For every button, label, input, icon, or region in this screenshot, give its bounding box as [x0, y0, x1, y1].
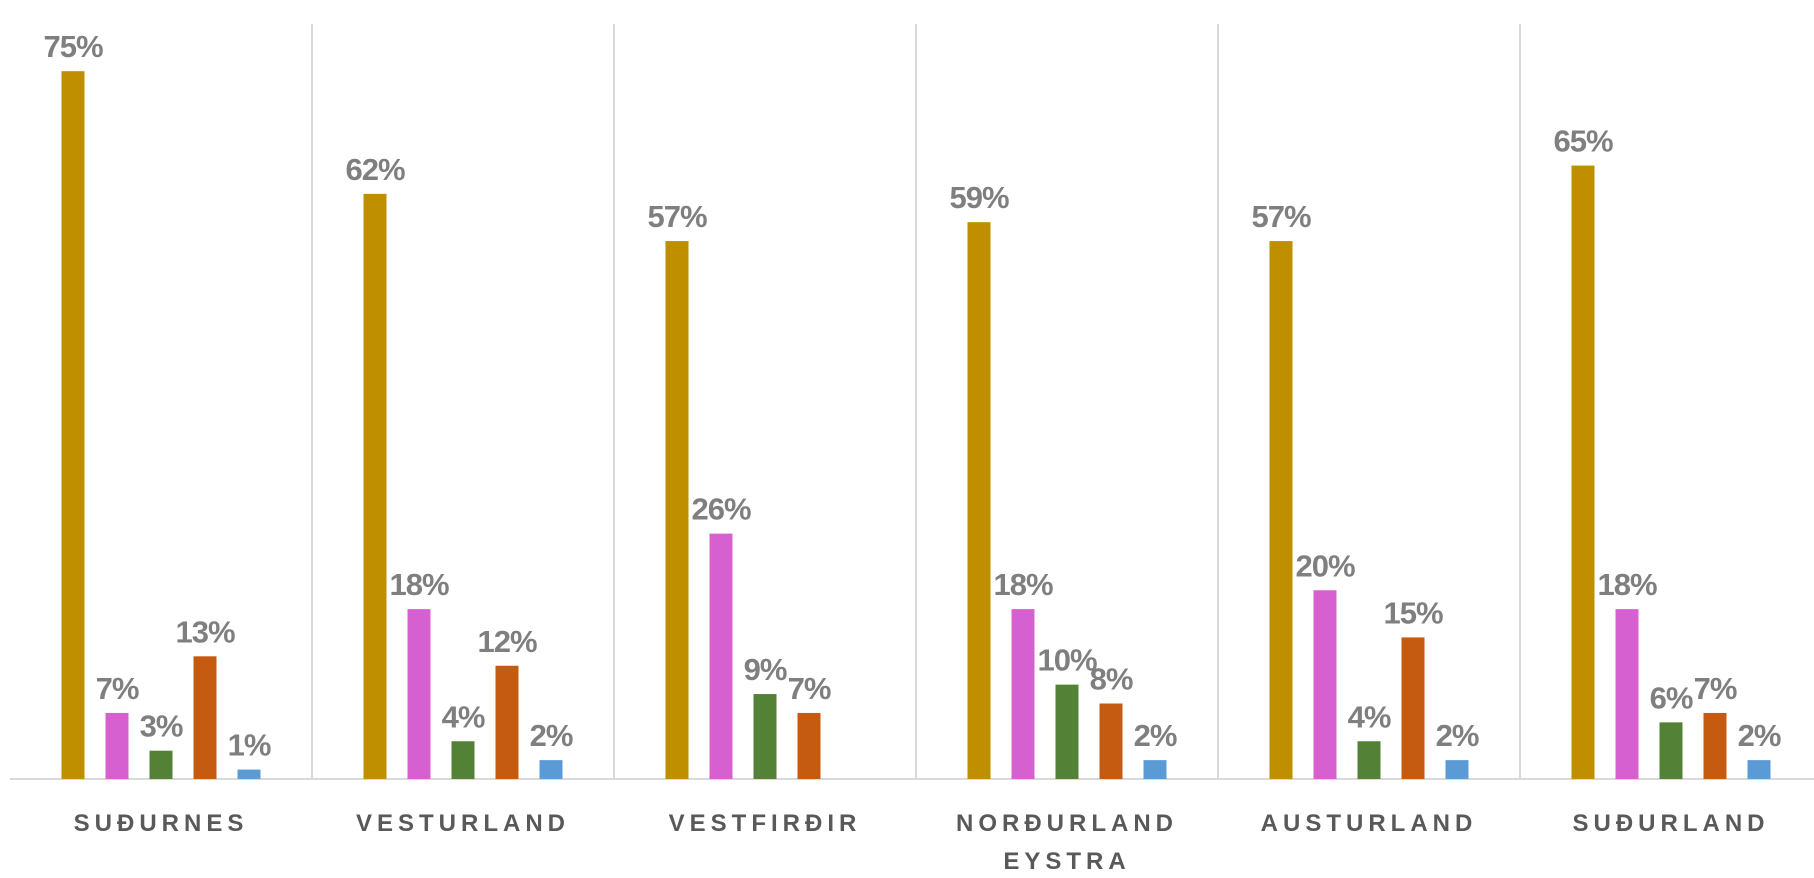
data-label: 10% — [1037, 643, 1096, 678]
data-label: 6% — [1650, 680, 1693, 715]
bar — [539, 760, 563, 779]
bar — [1099, 703, 1123, 779]
data-label: 18% — [993, 567, 1052, 602]
data-label: 4% — [442, 699, 485, 734]
data-label: 9% — [744, 652, 787, 687]
bar — [1659, 722, 1683, 779]
bar — [753, 694, 777, 779]
bar — [237, 769, 261, 779]
bar — [1313, 590, 1337, 779]
data-label: 75% — [43, 29, 102, 64]
data-label: 65% — [1553, 124, 1612, 159]
bar — [495, 665, 519, 779]
bar — [1269, 241, 1293, 779]
bar — [451, 741, 475, 779]
data-label: 15% — [1383, 595, 1442, 630]
bar — [1011, 609, 1035, 779]
data-label: 18% — [389, 567, 448, 602]
data-label: 2% — [530, 718, 573, 753]
x-tick-label: VESTURLAND — [355, 810, 570, 837]
bar — [149, 750, 173, 779]
x-tick-label: NORÐURLAND EYSTRA — [956, 810, 1178, 875]
data-label: 3% — [140, 709, 183, 744]
data-label: 2% — [1134, 718, 1177, 753]
data-label: 62% — [345, 152, 404, 187]
bar — [363, 193, 387, 779]
data-label: 7% — [1694, 671, 1737, 706]
x-tick-label: SUÐURNES — [73, 810, 249, 837]
x-tick-label: AUSTURLAND — [1260, 810, 1478, 837]
data-label: 2% — [1436, 718, 1479, 753]
data-label: 12% — [477, 624, 536, 659]
bar — [193, 656, 217, 779]
bar — [967, 222, 991, 779]
data-label: 13% — [175, 614, 234, 649]
bar — [1143, 760, 1167, 779]
bar — [1357, 741, 1381, 779]
bar — [665, 241, 689, 779]
bar — [61, 71, 85, 779]
bar — [709, 533, 733, 779]
data-label: 20% — [1295, 548, 1354, 583]
bar — [1703, 712, 1727, 779]
bar — [105, 712, 129, 779]
data-label: 2% — [1738, 718, 1781, 753]
bar — [407, 609, 431, 779]
data-label: 7% — [788, 671, 831, 706]
bar — [1571, 165, 1595, 779]
data-label: 57% — [1251, 199, 1310, 234]
x-tick-label: VESTFIRÐIR — [668, 810, 862, 837]
bar — [1747, 760, 1771, 779]
data-label: 8% — [1090, 662, 1133, 697]
data-label: 4% — [1348, 699, 1391, 734]
data-label: 26% — [691, 492, 750, 527]
bar — [1401, 637, 1425, 779]
data-label: 57% — [647, 199, 706, 234]
data-label: 59% — [949, 180, 1008, 215]
bar — [1615, 609, 1639, 779]
data-label: 18% — [1597, 567, 1656, 602]
x-tick-label: SUÐURLAND — [1572, 810, 1770, 837]
bar — [1055, 684, 1079, 779]
bar — [797, 712, 821, 779]
data-label: 1% — [228, 728, 271, 763]
bar — [1445, 760, 1469, 779]
data-label: 7% — [96, 671, 139, 706]
